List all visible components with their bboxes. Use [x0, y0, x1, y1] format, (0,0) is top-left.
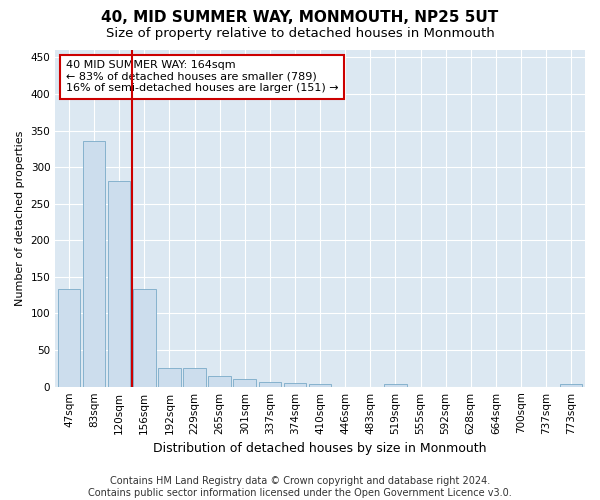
X-axis label: Distribution of detached houses by size in Monmouth: Distribution of detached houses by size … [154, 442, 487, 455]
Bar [58, 290, 80, 386]
Bar [133, 290, 155, 386]
Bar [183, 368, 206, 386]
Bar [208, 376, 231, 386]
Bar [158, 368, 181, 386]
Y-axis label: Number of detached properties: Number of detached properties [15, 130, 25, 306]
Bar [560, 384, 583, 386]
Bar [259, 382, 281, 386]
Bar [108, 181, 130, 386]
Text: 40 MID SUMMER WAY: 164sqm
← 83% of detached houses are smaller (789)
16% of semi: 40 MID SUMMER WAY: 164sqm ← 83% of detac… [66, 60, 338, 94]
Text: Size of property relative to detached houses in Monmouth: Size of property relative to detached ho… [106, 28, 494, 40]
Bar [284, 383, 306, 386]
Text: 40, MID SUMMER WAY, MONMOUTH, NP25 5UT: 40, MID SUMMER WAY, MONMOUTH, NP25 5UT [101, 10, 499, 25]
Bar [233, 378, 256, 386]
Bar [83, 142, 106, 386]
Text: Contains HM Land Registry data © Crown copyright and database right 2024.
Contai: Contains HM Land Registry data © Crown c… [88, 476, 512, 498]
Bar [384, 384, 407, 386]
Bar [309, 384, 331, 386]
